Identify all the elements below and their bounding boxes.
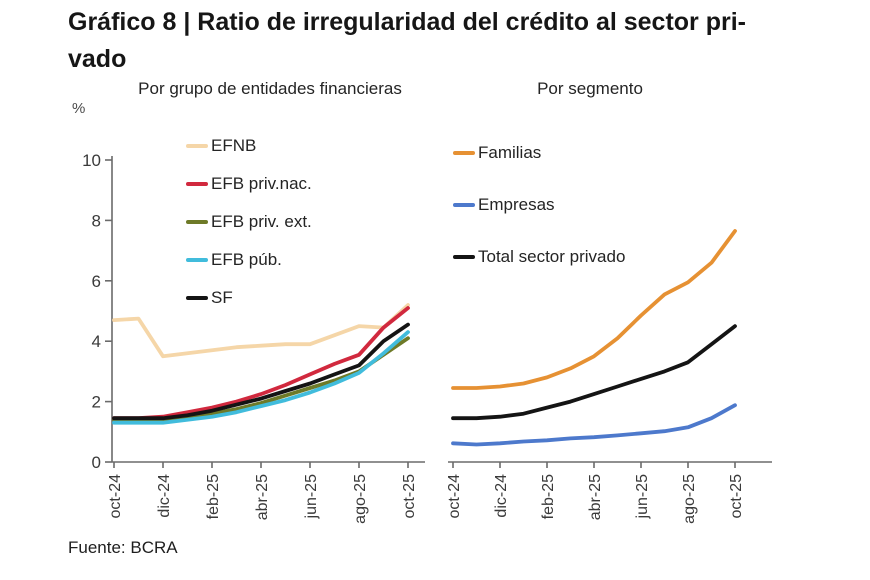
legend-label: SF bbox=[211, 288, 233, 307]
y-tick-label: 2 bbox=[92, 393, 101, 412]
x-tick-label: feb-25 bbox=[205, 474, 222, 519]
legend-item-efnb: EFNB bbox=[186, 127, 312, 165]
legend-label: EFB priv.nac. bbox=[211, 174, 312, 193]
y-tick-label: 10 bbox=[82, 151, 101, 170]
y-tick-label: 8 bbox=[92, 211, 101, 230]
series-line-sf bbox=[112, 322, 410, 421]
legend-item-efb-p-b: EFB púb. bbox=[186, 241, 312, 279]
legend-label: EFB púb. bbox=[211, 250, 282, 269]
x-tick-label: ago-25 bbox=[352, 474, 369, 524]
right-chart-plot: oct-24 dic-24 feb-25 abr-25 jun-25 ago-25 oct-… bbox=[446, 229, 772, 524]
legend-swatch bbox=[186, 182, 208, 186]
right-chart-subtitle: Por segmento bbox=[537, 79, 643, 98]
legend-item-sf: SF bbox=[186, 279, 312, 317]
page-title: Gráfico 8 | Ratio de irregularidad del c… bbox=[68, 4, 828, 78]
x-tick-label: oct-25 bbox=[728, 474, 745, 519]
y-tick-label: 4 bbox=[92, 332, 101, 351]
x-tick-label: dic-24 bbox=[156, 474, 173, 518]
x-tick-label: feb-25 bbox=[540, 474, 557, 519]
legend-item-familias: Familias bbox=[453, 127, 625, 179]
legend-label: EFNB bbox=[211, 136, 257, 155]
x-tick-label: jun-25 bbox=[634, 474, 651, 520]
source-note: Fuente: BCRA bbox=[68, 538, 178, 557]
left-chart-plot: 0 2 4 6 8 10 oct-24 dic-24 feb-25 abr-25 jun-25 ago… bbox=[82, 151, 425, 524]
legend-item-efb-priv-ext: EFB priv. ext. bbox=[186, 203, 312, 241]
page-title-line1: Gráfico 8 | Ratio de irregularidad del c… bbox=[68, 8, 747, 36]
legend-swatch bbox=[453, 255, 475, 259]
x-tick-label: dic-24 bbox=[493, 474, 510, 518]
x-tick-label: oct-25 bbox=[401, 474, 418, 519]
x-tick-label: abr-25 bbox=[587, 474, 604, 520]
legend-swatch bbox=[453, 203, 475, 207]
right-chart-legend: Familias Empresas Total sector privado bbox=[453, 127, 625, 283]
left-chart-subtitle: Por grupo de entidades financieras bbox=[138, 79, 402, 98]
legend-swatch bbox=[453, 151, 475, 155]
series-line-efb-p-b bbox=[112, 330, 410, 425]
legend-label: Total sector privado bbox=[478, 247, 626, 266]
x-tick-label: ago-25 bbox=[681, 474, 698, 524]
x-tick-label: jun-25 bbox=[303, 474, 320, 520]
y-tick-label: 0 bbox=[92, 453, 101, 472]
series-line-efnb bbox=[112, 303, 410, 359]
legend-label: EFB priv. ext. bbox=[211, 212, 312, 231]
y-tick-label: 6 bbox=[92, 272, 101, 291]
legend-swatch bbox=[186, 296, 208, 300]
legend-label: Empresas bbox=[478, 195, 555, 214]
page-title-line2: vado bbox=[68, 45, 127, 73]
legend-label: Familias bbox=[478, 143, 542, 162]
left-chart-legend: EFNB EFB priv.nac. EFB priv. ext. EFB púb. S… bbox=[186, 127, 312, 317]
series-line-total-sector-privado bbox=[451, 324, 737, 421]
legend-item-empresas: Empresas bbox=[453, 179, 625, 231]
x-tick-label: abr-25 bbox=[254, 474, 271, 520]
series-line-empresas bbox=[451, 403, 737, 447]
x-tick-label: oct-24 bbox=[107, 474, 124, 519]
legend-item-total-sector-privado: Total sector privado bbox=[453, 231, 625, 283]
x-tick-label: oct-24 bbox=[446, 474, 463, 519]
legend-swatch bbox=[186, 144, 208, 148]
legend-item-efb-priv-nac: EFB priv.nac. bbox=[186, 165, 312, 203]
legend-swatch bbox=[186, 258, 208, 262]
y-axis-unit-label: % bbox=[72, 100, 86, 117]
series-line-familias bbox=[451, 229, 737, 390]
legend-swatch bbox=[186, 220, 208, 224]
